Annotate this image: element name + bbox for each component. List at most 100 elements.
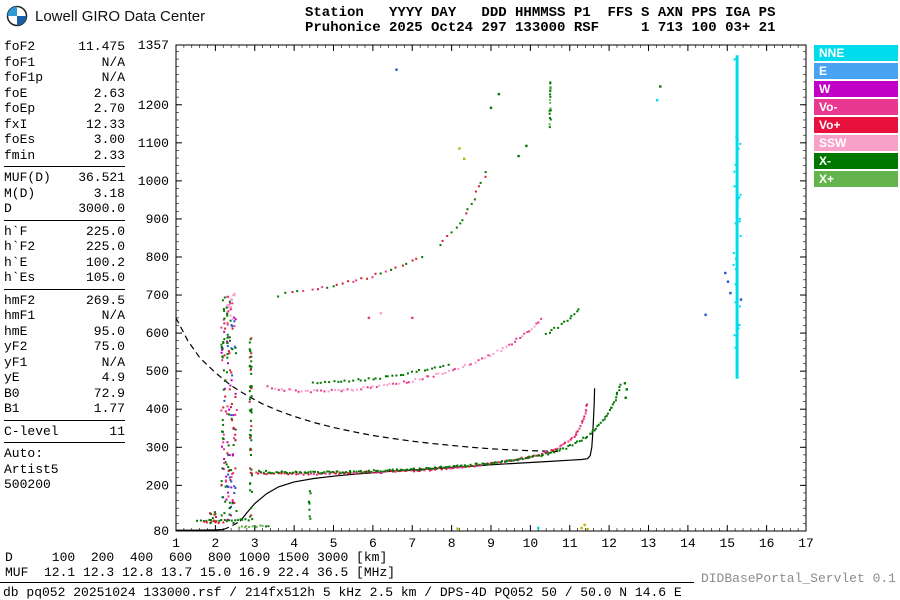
trace-second-hop-x [311, 363, 450, 385]
trace-multi-hop-trace [277, 256, 424, 298]
param-label: B0 [4, 385, 20, 401]
param-row-foes: foEs 3.00 [4, 132, 125, 148]
direction-legend: NNE E W Vo- Vo+ SSW X- X+ [814, 45, 898, 189]
param-value: 269.5 [85, 292, 125, 308]
param-value: 72.9 [93, 385, 125, 401]
param-row-d: D 3000.0 [4, 201, 125, 217]
param-label: hmE [4, 323, 28, 339]
param-row-fxi: fxI 12.33 [4, 117, 125, 133]
param-value: 11 [109, 423, 125, 439]
trace-es-layer-low [238, 524, 270, 529]
param-label: D [4, 201, 12, 216]
param-row-foep: foEp 2.70 [4, 101, 125, 117]
x-tick-label: 13 [641, 536, 657, 551]
band-noise-10.5mhz-top [548, 81, 552, 129]
y-tick-label: 80 [153, 524, 169, 539]
param-row-hf2: h`F2 225.0 [4, 239, 125, 255]
param-row-fof1: foF1 N/A [4, 55, 125, 71]
legend-item-x+: X+ [814, 171, 898, 187]
curve-profile-extrapolated [223, 520, 241, 531]
station-values-row: Pruhonice 2025 Oct24 297 133000 RSF 1 71… [305, 20, 776, 36]
param-value: 2.70 [93, 101, 125, 116]
param-group: h`F 225.0 h`F2 225.0 h`E 100.2 h`Es 105.0 [4, 223, 125, 290]
plot-frame [175, 44, 807, 532]
param-row-hmf1: hmF1 N/A [4, 308, 125, 324]
param-group: MUF(D) 36.521 M(D) 3.18 D 3000.0 [4, 169, 125, 221]
y-tick-label: 1100 [138, 136, 169, 151]
param-row-fmin: fmin 2.33 [4, 148, 125, 164]
param-label: h`E [4, 254, 28, 270]
station-header-row: Station YYYY DAY DDD HHMMSS P1 FFS S AXN… [305, 5, 776, 21]
param-label: foF1 [4, 54, 36, 70]
x-tick-label: 17 [798, 536, 814, 551]
x-tick-label: 9 [487, 536, 495, 551]
x-tick-label: 3 [251, 536, 259, 551]
x-tick-label: 15 [719, 536, 735, 551]
x-tick-label: 8 [448, 536, 456, 551]
param-row-hes: h`Es 105.0 [4, 270, 125, 286]
legend-item-vo-: Vo- [814, 99, 898, 115]
y-tick-label: 1200 [138, 98, 169, 113]
param-value: 105.0 [85, 270, 125, 285]
param-label: h`F [4, 223, 28, 239]
legend-item-w: W [814, 81, 898, 97]
param-row-fof2: foF2 11.475 [4, 39, 125, 55]
param-value: 2.33 [93, 147, 125, 163]
param-value: 36.521 [78, 170, 125, 185]
y-tick-label: 1357 [138, 38, 169, 53]
servlet-version: DIDBasePortal_Servlet 0.1 [700, 571, 896, 586]
param-label: fmin [4, 147, 36, 163]
y-tick-label: 300 [146, 440, 169, 455]
param-label: MUF(D) [4, 170, 51, 185]
d-muf-table: D 100 200 400 600 800 1000 1500 3000 [km… [5, 550, 395, 580]
param-row-b1: B1 1.77 [4, 401, 125, 417]
param-label: foEs [4, 132, 36, 147]
param-row-hmf2: hmF2 269.5 [4, 293, 125, 309]
param-row-mufd: MUF(D) 36.521 [4, 170, 125, 186]
trace-x-second-hop-high [544, 308, 580, 335]
param-label: yE [4, 370, 20, 385]
param-row-fof1p: foF1p N/A [4, 70, 125, 86]
param-label: foF2 [4, 39, 36, 54]
param-label: h`F2 [4, 239, 36, 254]
param-row-yf2: yF2 75.0 [4, 339, 125, 355]
param-label: yF2 [4, 339, 28, 354]
param-label: hmF1 [4, 308, 36, 323]
y-tick-label: 200 [146, 478, 169, 493]
param-group: foF2 11.475 foF1 N/A foF1p N/A foE 2.63 foEp 2.70… [4, 38, 125, 167]
param-label: yF1 [4, 354, 28, 370]
x-tick-label: 10 [523, 536, 539, 551]
param-row-ye: yE 4.9 [4, 370, 125, 386]
x-tick-label: 12 [601, 536, 617, 551]
param-value: N/A [101, 354, 125, 370]
x-tick-label: 5 [330, 536, 338, 551]
brand-title: Lowell GIRO Data Center [35, 7, 206, 25]
trace-f-trace-extraordinary [258, 383, 622, 475]
legend-item-vo+: Vo+ [814, 117, 898, 133]
trace-f-trace-ordinary [255, 403, 588, 476]
param-value: 4.9 [101, 370, 125, 385]
trace-f2-second-hop [266, 317, 543, 394]
param-value: N/A [101, 308, 125, 323]
param-row-he: h`E 100.2 [4, 255, 125, 271]
param-label: B1 [4, 401, 20, 416]
legend-item-x-: X- [814, 153, 898, 169]
param-value: 95.0 [93, 323, 125, 339]
y-tick-label: 400 [146, 402, 169, 417]
param-label: h`Es [4, 270, 36, 285]
band-rfi-band-2.4mhz [220, 296, 238, 524]
param-label: C-level [4, 423, 59, 439]
footer-divider [0, 582, 694, 583]
giro-logo-icon [6, 5, 28, 27]
param-row-hf: h`F 225.0 [4, 224, 125, 240]
param-value: 100.2 [85, 254, 125, 270]
param-value: N/A [101, 70, 125, 85]
x-tick-label: 6 [369, 536, 377, 551]
param-label: fxI [4, 116, 28, 132]
param-label: foEp [4, 101, 36, 116]
param-label: hmF2 [4, 292, 36, 308]
y-tick-label: 1000 [138, 174, 169, 189]
legend-item-e: E [814, 63, 898, 79]
